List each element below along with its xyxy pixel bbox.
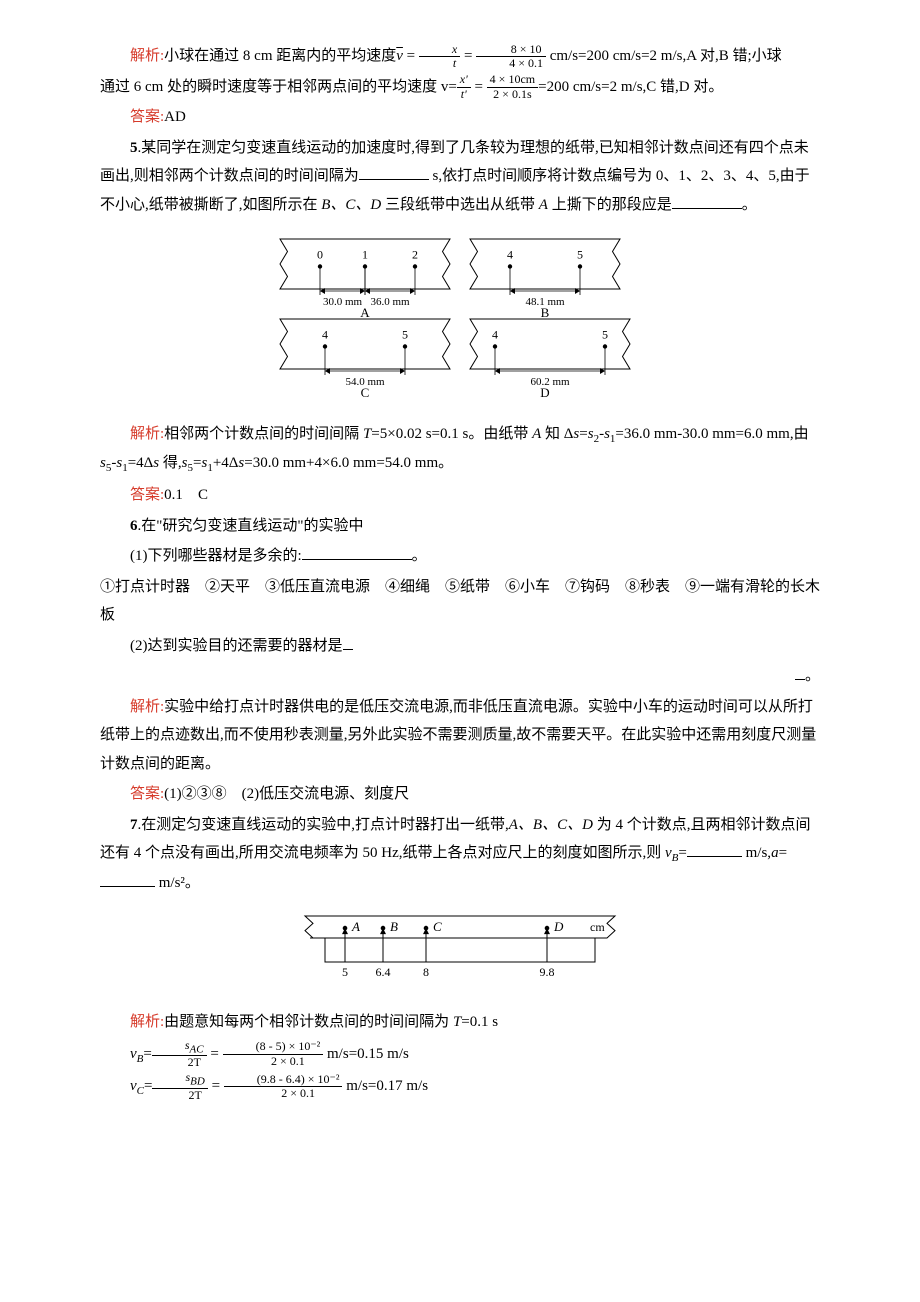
q5-svg: 01230.0 mm36.0 mmA4548.1 mmB4554.0 mmC45… (270, 229, 650, 399)
svg-text:6.4: 6.4 (376, 965, 391, 979)
q6-solution: 解析:实验中给打点计时器供电的是低压交流电源,而非低压直流电源。实验中小车的运动… (100, 693, 820, 779)
svg-text:0: 0 (317, 248, 323, 262)
q5-stem: 5.某同学在测定匀变速直线运动的加速度时,得到了几条较为理想的纸带,已知相邻计数… (100, 134, 820, 220)
q5-blank1 (359, 179, 429, 180)
q6-sub2: (2)达到实验目的还需要的器材是 (100, 632, 820, 661)
label-jiexi: 解析: (130, 48, 164, 64)
svg-text:D: D (540, 385, 549, 399)
q6-items: ①打点计时器 ②天平 ③低压直流电源 ④细绳 ⑤纸带 ⑥小车 ⑦钩码 ⑧秒表 ⑨… (100, 573, 820, 630)
svg-text:5: 5 (577, 248, 583, 262)
q4-solution-line2: 通过 6 cm 处的瞬时速度等于相邻两点间的平均速度 v=x't' = 4 × … (100, 73, 820, 102)
q5-blank2 (672, 208, 742, 209)
q6-blank2 (343, 649, 353, 650)
label-daan: 答案: (130, 109, 164, 125)
svg-text:cm: cm (590, 920, 605, 934)
q7-stem: 7.在测定匀变速直线运动的实验中,打点计时器打出一纸带,A、B、C、D 为 4 … (100, 811, 820, 898)
svg-text:8: 8 (423, 965, 429, 979)
q4-solution: 解析:小球在通过 8 cm 距离内的平均速度v = xt = 8 × 104 ×… (100, 42, 820, 71)
svg-text:9.8: 9.8 (540, 965, 555, 979)
svg-text:1: 1 (362, 248, 368, 262)
q5-answer: 答案:0.1 C (100, 481, 820, 510)
svg-text:A: A (351, 919, 360, 934)
svg-text:30.0 mm: 30.0 mm (323, 296, 363, 308)
svg-text:36.0 mm: 36.0 mm (370, 296, 410, 308)
q7-blank1 (687, 856, 742, 857)
q6-sub1: (1)下列哪些器材是多余的:。 (100, 542, 820, 571)
q7-solution: 解析:由题意知每两个相邻计数点间的时间间隔为 T=0.1 s (100, 1008, 820, 1037)
q7-svg: A 5 B 6.4 C 8 D 9.8 cm (295, 908, 625, 988)
svg-text:5: 5 (402, 328, 408, 342)
svg-text:4: 4 (507, 248, 513, 262)
svg-text:D: D (553, 919, 564, 934)
q4-answer: 答案:AD (100, 103, 820, 132)
q6-blank2-tail (795, 679, 805, 680)
svg-text:5: 5 (602, 328, 608, 342)
q6-stem: 6.在"研究匀变速直线运动"的实验中 (100, 512, 820, 541)
svg-text:2: 2 (412, 248, 418, 262)
svg-text:A: A (360, 305, 370, 320)
svg-text:4: 4 (322, 328, 328, 342)
svg-text:4: 4 (492, 328, 498, 342)
svg-text:B: B (390, 919, 398, 934)
svg-text:60.2 mm: 60.2 mm (530, 376, 570, 388)
svg-text:C: C (433, 919, 442, 934)
q6-blank1 (302, 559, 412, 560)
q5-figure: 01230.0 mm36.0 mmA4548.1 mmB4554.0 mmC45… (100, 229, 820, 410)
q6-answer: 答案:(1)②③⑧ (2)低压交流电源、刻度尺 (100, 780, 820, 809)
q7-vB: vB=sAC2T = (8 - 5) × 10⁻²2 × 0.1 m/s=0.1… (100, 1039, 820, 1070)
svg-text:5: 5 (342, 965, 348, 979)
svg-text:C: C (361, 385, 370, 399)
q6-sub2-tail: 。 (100, 662, 820, 691)
frac: xt (419, 43, 460, 70)
svg-text:B: B (541, 305, 550, 320)
q5-solution: 解析:相邻两个计数点间的时间间隔 T=5×0.02 s=0.1 s。由纸带 A … (100, 420, 820, 480)
q7-figure: A 5 B 6.4 C 8 D 9.8 cm (100, 908, 820, 999)
q7-vC: vC=sBD2T = (9.8 - 6.4) × 10⁻²2 × 0.1 m/s… (100, 1071, 820, 1102)
q7-blank2 (100, 886, 155, 887)
